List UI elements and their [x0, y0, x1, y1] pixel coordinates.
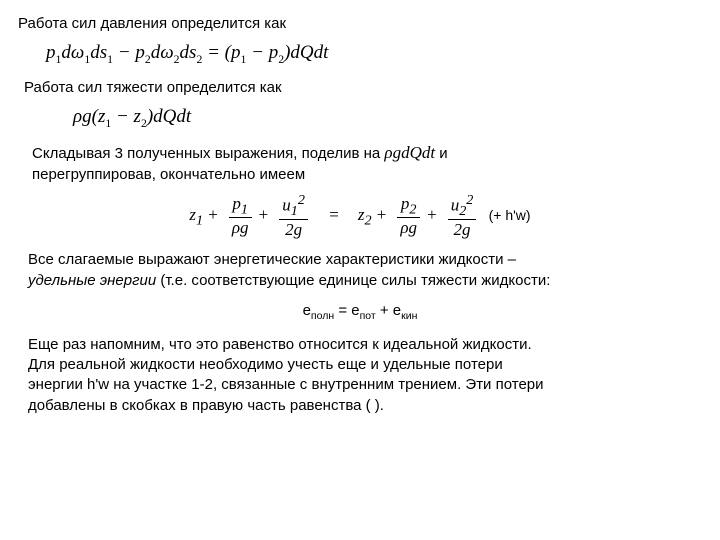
formula-pressure-work: p1dω1ds1 − p2dω2ds2 = (p1 − p2)dQdt [46, 40, 702, 68]
para-combine-a: Складывая 3 полученных выражения, подели… [32, 145, 384, 162]
para-udel-rest: (т.е. соответствующие единице силы тяжес… [156, 272, 550, 289]
heading-gravity-work: Работа сил тяжести определится как [24, 78, 702, 98]
para-note-a: Еще раз напомним, что это равенство отно… [28, 336, 532, 353]
para-combine-c: перегруппировав, окончательно имеем [32, 166, 305, 183]
para-udel: Все слагаемые выражают энергетические ха… [28, 250, 702, 291]
energy-eq: еполн = епот + екин [18, 301, 702, 323]
para-udel-ital: удельные энергии [28, 272, 156, 289]
formula-gravity-work: ρg(z1 − z2)dQdt [73, 104, 702, 132]
para-note-c: энергии h'w на участке 1-2, связанные с … [28, 376, 544, 393]
para-note: Еще раз напомним, что это равенство отно… [28, 335, 702, 416]
inline-rho-gdqdt: ρgdQdt [384, 143, 435, 162]
para-note-b: Для реальной жидкости необходимо учесть … [28, 356, 503, 373]
para-combine-b: и [439, 145, 447, 162]
para-udel-a: Все слагаемые выражают энергетические ха… [28, 251, 516, 268]
para-combine: Складывая 3 полученных выражения, подели… [32, 142, 702, 185]
heading-pressure-work: Работа сил давления определится как [18, 14, 702, 34]
eq-trailer: (+ h'w) [489, 207, 531, 223]
bernoulli-equation: z1+ p1ρg+ u122g = z2+ p2ρg+ u222g (+ h'w… [18, 193, 702, 238]
para-note-d: добавлены в скобках в правую часть равен… [28, 397, 384, 414]
